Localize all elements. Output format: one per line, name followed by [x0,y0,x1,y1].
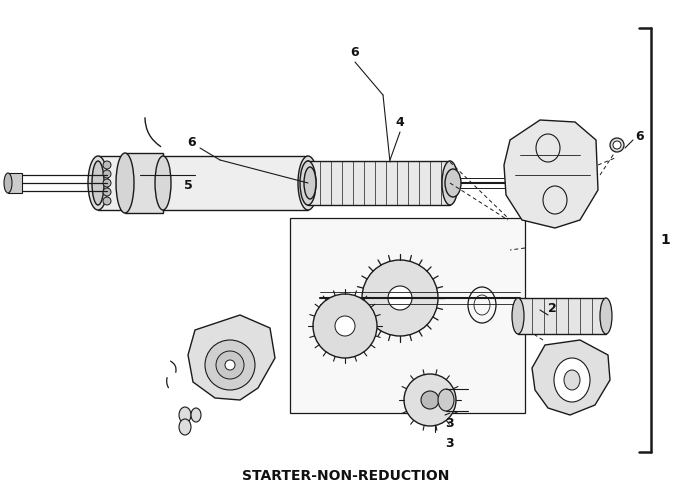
Text: 3: 3 [446,416,455,429]
Ellipse shape [88,156,108,210]
Bar [125,153,163,213]
Ellipse shape [335,316,355,336]
Ellipse shape [225,360,235,370]
Ellipse shape [442,161,458,205]
Polygon shape [504,120,598,228]
Ellipse shape [205,340,255,390]
Polygon shape [188,315,275,400]
Bar [98,156,308,210]
Ellipse shape [103,188,111,196]
Ellipse shape [191,408,201,422]
Bar [290,218,525,413]
Ellipse shape [600,298,612,334]
Ellipse shape [179,407,191,423]
Ellipse shape [116,153,134,213]
Ellipse shape [304,167,316,199]
Ellipse shape [103,197,111,205]
Ellipse shape [613,141,621,149]
Text: 5: 5 [184,178,193,192]
Text: STARTER-NON-REDUCTION: STARTER-NON-REDUCTION [243,469,450,483]
Ellipse shape [298,156,318,210]
Text: 6: 6 [188,135,196,149]
Text: 1: 1 [660,233,670,247]
Ellipse shape [388,286,412,310]
Ellipse shape [4,173,12,193]
Ellipse shape [216,351,244,379]
Polygon shape [532,340,610,415]
Ellipse shape [445,169,461,197]
Ellipse shape [564,370,580,390]
Ellipse shape [362,260,438,336]
Ellipse shape [554,358,590,402]
Bar [518,298,606,334]
Ellipse shape [103,179,111,187]
Ellipse shape [103,170,111,178]
Ellipse shape [103,161,111,169]
Text: 3: 3 [446,437,455,450]
Ellipse shape [300,161,316,205]
Bar [308,161,450,205]
Ellipse shape [92,161,104,205]
Ellipse shape [179,419,191,435]
Ellipse shape [610,138,624,152]
Ellipse shape [438,389,454,411]
Ellipse shape [404,374,456,426]
Ellipse shape [313,294,377,358]
Ellipse shape [512,298,524,334]
Ellipse shape [155,156,171,210]
Text: 6: 6 [635,129,644,142]
Text: 2: 2 [547,301,556,315]
Text: 4: 4 [396,116,405,128]
Ellipse shape [302,161,314,205]
Ellipse shape [421,391,439,409]
Text: 6: 6 [351,45,359,58]
Bar [8,173,22,193]
